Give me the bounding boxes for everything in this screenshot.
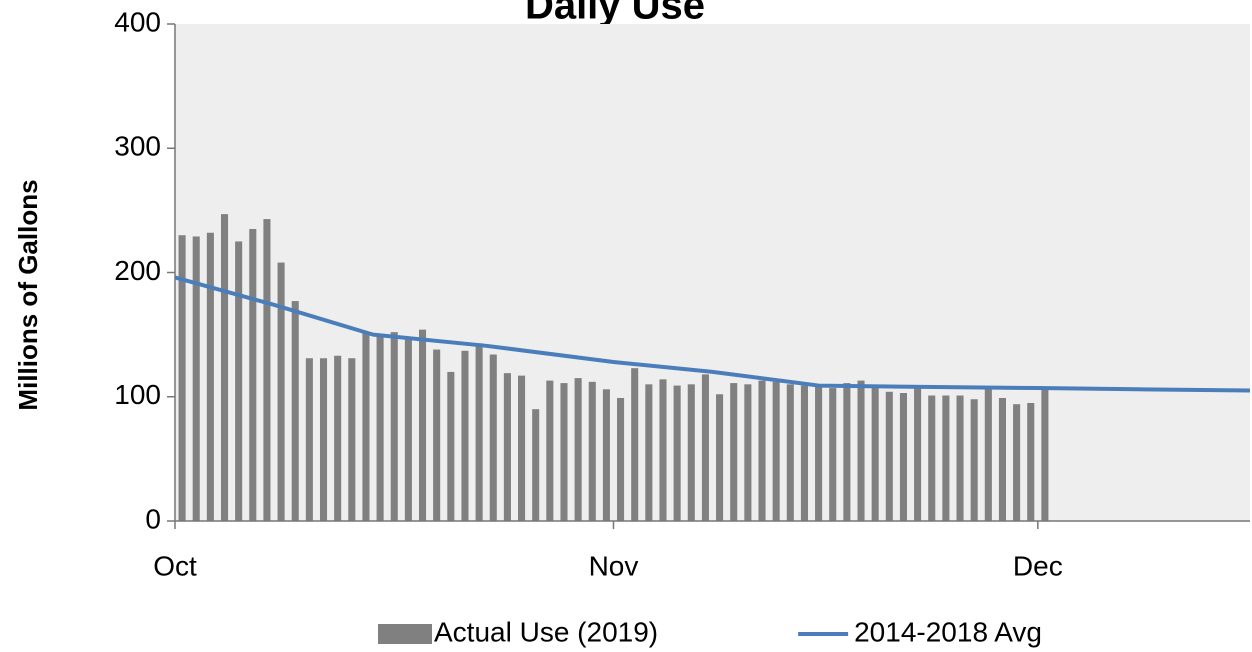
bar: [319, 358, 328, 521]
bar: [348, 358, 356, 521]
bar: [928, 395, 936, 521]
bar: [970, 399, 978, 521]
bar: [249, 229, 257, 521]
bar: [503, 373, 511, 521]
bar: [447, 371, 455, 521]
legend-swatch: [378, 624, 432, 644]
y-tick-label: 200: [114, 255, 161, 286]
bar: [786, 384, 794, 521]
chart-title: Daily Use: [525, 0, 705, 28]
bar: [602, 389, 610, 521]
x-tick-label: Oct: [153, 550, 197, 581]
bar: [956, 395, 964, 521]
bar: [815, 384, 823, 521]
y-tick-label: 100: [114, 379, 161, 410]
bar: [998, 397, 1007, 521]
bar: [1027, 402, 1035, 521]
bar: [546, 380, 554, 521]
bar: [574, 378, 582, 521]
bar: [433, 349, 441, 521]
y-tick-label: 0: [145, 503, 161, 534]
y-tick-label: 300: [114, 131, 161, 162]
bar: [418, 329, 427, 521]
bar: [291, 301, 299, 521]
x-tick-label: Nov: [589, 550, 639, 581]
bar: [687, 384, 695, 521]
bar: [489, 354, 497, 521]
bar: [758, 380, 766, 521]
y-axis-label: Millions of Gallons: [13, 179, 43, 410]
x-tick-label: Dec: [1013, 550, 1063, 581]
bar: [730, 383, 738, 521]
bar: [701, 374, 709, 521]
bar: [984, 389, 992, 521]
bar: [772, 381, 780, 521]
line: [174, 275, 1251, 393]
bar: [220, 214, 229, 522]
bar: [390, 332, 398, 521]
bar: [518, 375, 526, 521]
bar: [206, 232, 214, 522]
bar: [857, 380, 865, 521]
bar: [404, 337, 412, 521]
bar: [192, 236, 200, 521]
bar: [532, 409, 540, 521]
bar: [716, 394, 724, 521]
bar: [235, 241, 243, 521]
bar: [885, 391, 893, 521]
legend-label: Actual Use (2019): [434, 616, 658, 647]
bar: [475, 343, 483, 521]
bar: [461, 350, 469, 521]
bar: [673, 385, 681, 521]
bar: [631, 368, 639, 521]
bar: [829, 388, 837, 521]
bar: [645, 384, 653, 521]
bar: [1041, 388, 1049, 521]
bar: [560, 383, 568, 521]
bar: [362, 332, 370, 521]
bar: [617, 397, 625, 521]
bar: [659, 379, 667, 521]
legend-label: 2014-2018 Avg: [854, 616, 1042, 647]
bar: [178, 235, 186, 521]
y-tick-label: 400: [114, 6, 161, 37]
bar: [899, 393, 907, 521]
bar: [1013, 404, 1021, 521]
bar: [305, 358, 313, 521]
bar: [800, 385, 808, 521]
bar: [843, 383, 851, 521]
bar: [277, 262, 285, 521]
bar: [871, 385, 879, 521]
bar: [942, 395, 950, 521]
bar: [376, 334, 384, 521]
bar: [263, 219, 271, 521]
bar: [334, 355, 342, 521]
bar: [914, 385, 922, 521]
bar: [744, 384, 752, 521]
bar: [588, 381, 596, 521]
